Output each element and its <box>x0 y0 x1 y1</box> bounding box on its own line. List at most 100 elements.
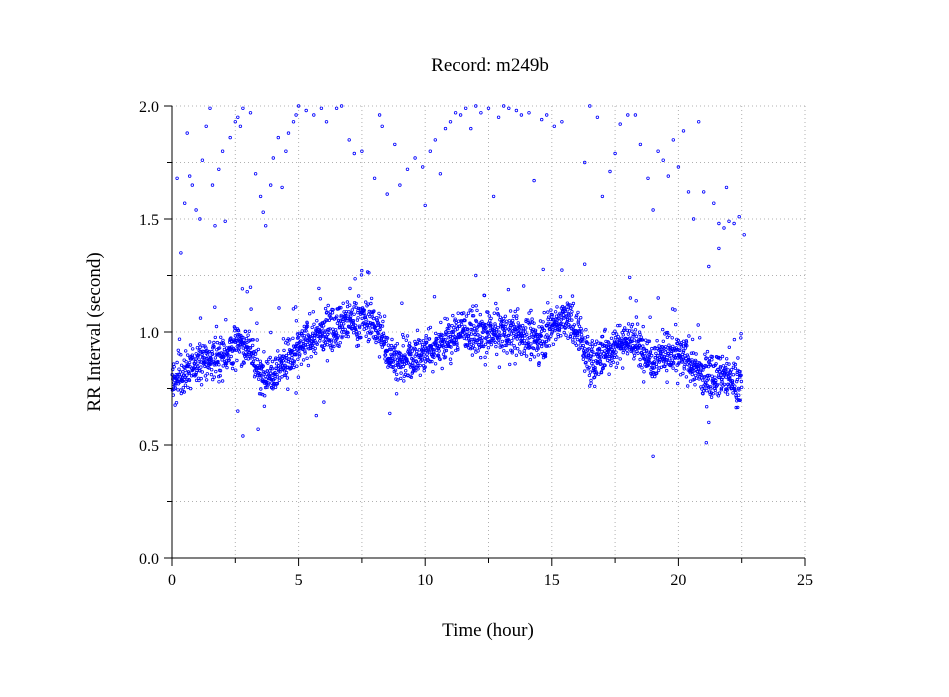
data-point <box>560 316 564 320</box>
data-point <box>187 378 192 383</box>
data-point <box>323 329 327 333</box>
data-point <box>181 386 185 390</box>
data-point <box>458 324 462 328</box>
data-point <box>368 326 372 330</box>
data-point <box>474 104 478 108</box>
data-point <box>678 348 682 353</box>
data-point <box>286 342 290 346</box>
data-point <box>334 328 338 332</box>
data-point <box>278 354 282 358</box>
data-point <box>596 352 601 356</box>
data-point <box>401 335 406 340</box>
data-point <box>323 306 328 311</box>
data-point <box>283 373 288 377</box>
data-point <box>207 340 212 344</box>
data-point <box>399 371 403 375</box>
data-point <box>310 339 314 344</box>
data-point <box>707 385 711 389</box>
data-point <box>703 352 707 356</box>
data-point <box>530 352 534 357</box>
data-point <box>220 358 224 362</box>
data-point <box>371 322 375 326</box>
data-point <box>653 355 658 360</box>
data-point <box>704 364 709 368</box>
data-point <box>613 353 617 358</box>
data-point <box>385 192 389 196</box>
data-point <box>672 360 676 365</box>
data-point <box>552 124 556 128</box>
data-point <box>642 380 646 384</box>
data-point <box>362 308 367 312</box>
data-point <box>291 336 295 340</box>
data-point <box>612 339 617 343</box>
data-point <box>482 293 487 298</box>
data-point <box>478 334 482 338</box>
data-point <box>400 301 404 305</box>
data-point <box>248 338 252 342</box>
data-point <box>201 344 205 348</box>
data-point <box>398 351 402 355</box>
data-point <box>479 355 483 360</box>
data-point <box>681 350 686 354</box>
data-point <box>420 342 425 347</box>
data-point <box>319 106 324 110</box>
data-point <box>706 377 710 381</box>
data-point <box>363 314 367 318</box>
data-point <box>497 336 502 340</box>
data-point <box>450 324 454 328</box>
data-point <box>566 303 571 307</box>
data-point <box>708 363 713 367</box>
data-point <box>382 337 386 341</box>
data-point <box>462 311 466 315</box>
data-point <box>394 392 399 396</box>
data-point <box>340 330 344 334</box>
data-point <box>720 380 724 384</box>
data-point <box>248 346 253 350</box>
data-point <box>583 336 587 340</box>
data-point <box>521 341 525 345</box>
data-point <box>524 318 528 322</box>
data-point <box>693 383 697 387</box>
data-point <box>258 359 262 363</box>
data-point <box>489 323 493 328</box>
data-point <box>664 362 668 366</box>
data-point <box>210 377 215 382</box>
data-point <box>217 380 221 384</box>
data-point <box>593 342 598 347</box>
data-point <box>297 354 302 358</box>
data-point <box>460 312 464 316</box>
data-point <box>576 318 581 322</box>
data-point <box>422 369 426 373</box>
data-point <box>296 375 301 379</box>
data-point <box>729 368 734 372</box>
data-point <box>474 304 478 308</box>
data-point <box>645 364 650 368</box>
data-point <box>297 349 301 353</box>
data-point <box>401 332 405 337</box>
data-point <box>738 370 742 374</box>
data-point <box>594 371 599 375</box>
data-point <box>372 309 376 313</box>
data-point <box>476 349 480 353</box>
data-point <box>718 366 722 370</box>
data-point <box>667 333 671 338</box>
data-point <box>314 351 318 355</box>
data-point <box>418 373 422 377</box>
data-point <box>281 359 285 363</box>
data-point <box>210 352 215 356</box>
data-point <box>563 309 568 314</box>
data-point <box>639 335 643 339</box>
data-point <box>706 373 710 378</box>
data-point <box>701 392 705 396</box>
data-point <box>465 327 470 331</box>
data-point <box>277 306 281 310</box>
data-point <box>329 338 333 342</box>
data-point <box>681 339 686 343</box>
data-point <box>340 334 344 338</box>
data-point <box>516 347 520 351</box>
data-point <box>581 357 585 361</box>
data-point <box>369 301 373 306</box>
data-point <box>589 354 593 358</box>
data-point <box>602 352 606 356</box>
data-point <box>689 365 693 369</box>
